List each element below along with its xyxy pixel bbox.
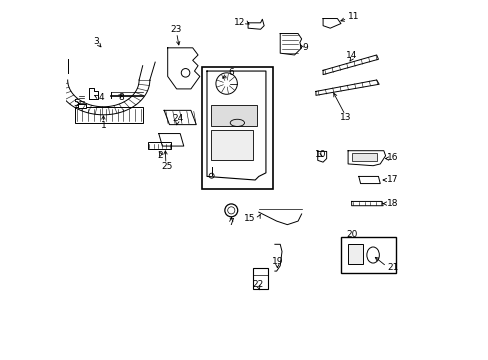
Text: 5: 5 (73, 99, 79, 108)
Bar (351, 153, 376, 161)
Bar (75, 107, 142, 123)
Bar (253, 267, 267, 289)
Bar (148, 143, 171, 149)
Text: 23: 23 (169, 25, 181, 34)
Text: 11: 11 (347, 12, 359, 21)
Text: 16: 16 (386, 153, 398, 162)
Text: 2: 2 (158, 151, 163, 160)
Text: 14: 14 (346, 51, 357, 60)
Text: 7: 7 (228, 218, 234, 227)
Text: 25: 25 (161, 162, 172, 171)
Bar (210, 130, 253, 160)
Text: 4: 4 (98, 93, 103, 102)
Bar (340, 237, 395, 273)
Text: 10: 10 (314, 150, 325, 159)
Text: 9: 9 (302, 42, 307, 51)
Text: 1: 1 (101, 121, 106, 130)
Text: 3: 3 (93, 37, 99, 46)
Bar (201, 67, 272, 189)
Text: 19: 19 (271, 257, 283, 266)
Text: 8: 8 (118, 93, 124, 102)
Text: 20: 20 (346, 230, 357, 239)
Text: 24: 24 (172, 114, 183, 123)
Text: 21: 21 (386, 264, 398, 273)
Bar (210, 105, 257, 126)
Text: 15: 15 (244, 214, 255, 223)
Text: 22: 22 (252, 280, 263, 289)
Text: 6: 6 (227, 68, 233, 77)
Text: 18: 18 (386, 199, 398, 208)
Bar (347, 244, 363, 264)
Bar (78, 104, 85, 108)
Text: 13: 13 (339, 113, 350, 122)
Text: 17: 17 (386, 175, 398, 184)
Text: 12: 12 (234, 18, 245, 27)
